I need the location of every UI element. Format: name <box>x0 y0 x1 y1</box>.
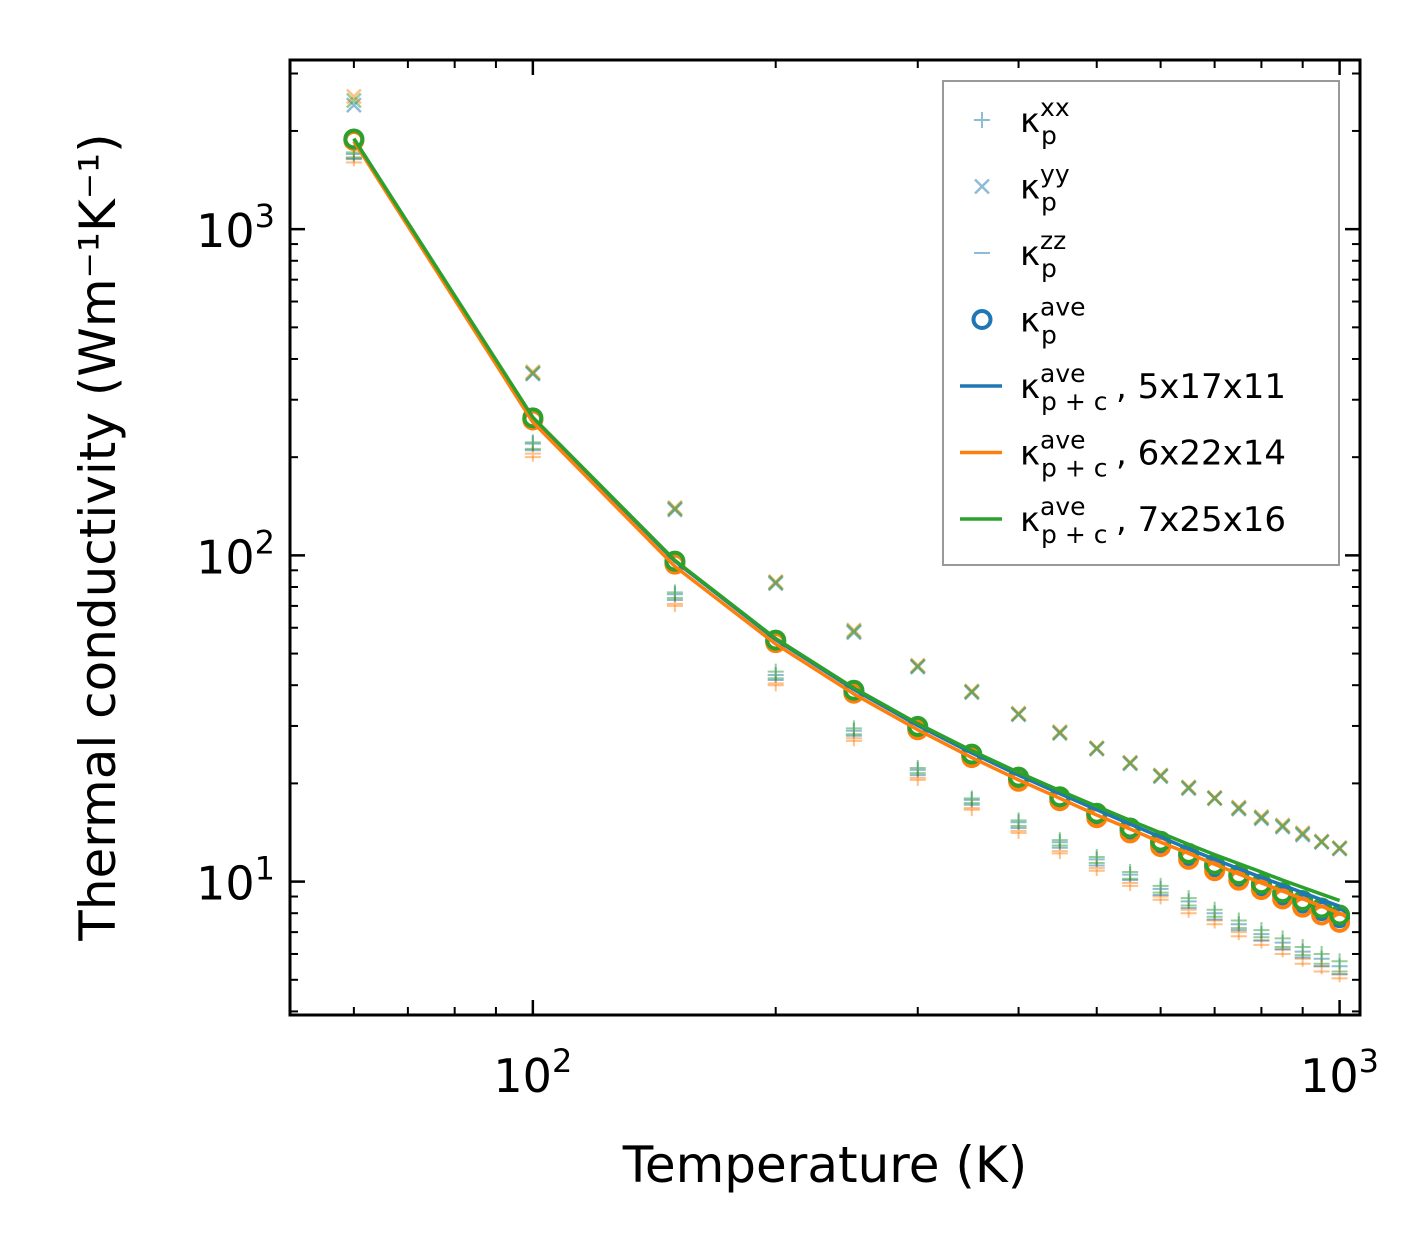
data-point-x <box>1051 724 1068 741</box>
plot-area <box>343 88 1351 983</box>
legend-label: κave p + c, 7x25x16 <box>1020 492 1286 549</box>
data-point-circle <box>1228 864 1250 886</box>
legend-entry-kxx: κxx p <box>974 93 1070 150</box>
series-kpc-6x22x14 <box>352 140 1341 915</box>
data-point-x <box>345 92 362 109</box>
data-point-plus <box>1294 939 1311 956</box>
data-point-x <box>1180 779 1197 796</box>
data-point-circle <box>765 629 787 651</box>
legend-marker-swatch <box>971 309 993 330</box>
legend-entry-kzz: κzz p <box>974 226 1066 283</box>
data-point-plus <box>1230 912 1247 929</box>
data-point-x <box>1010 706 1027 723</box>
data-point-circle <box>1329 904 1351 926</box>
data-point-x <box>963 683 980 700</box>
legend-entry-kave: κave p <box>971 293 1086 350</box>
data-point-x <box>345 88 362 105</box>
data-point-plus <box>1152 877 1169 894</box>
x-axis-label: Temperature (K) <box>622 1136 1027 1194</box>
data-point-plus <box>1274 930 1291 947</box>
data-point-x <box>1274 818 1291 834</box>
data-point-circle <box>522 407 544 429</box>
legend-label: κyy p <box>1020 160 1070 217</box>
data-point-x <box>1206 790 1223 807</box>
major-ticks: 102 103 101 102 103 <box>196 60 1379 1103</box>
data-point-circle <box>1329 911 1351 933</box>
legend-marker-swatch <box>974 112 990 128</box>
data-point-plus <box>767 663 784 680</box>
data-point-x <box>845 623 862 640</box>
data-point-x <box>767 574 784 591</box>
y-axis-label: Thermal conductivity (Wm⁻¹K⁻¹) <box>69 133 127 941</box>
series-kpc-7x25x16 <box>352 137 1341 903</box>
legend-label: κave p + c, 6x22x14 <box>1020 426 1286 483</box>
data-point-x <box>524 365 541 381</box>
data-point-plus <box>1206 901 1223 918</box>
data-point-plus <box>524 434 541 451</box>
data-point-x <box>909 658 926 675</box>
legend-entry-kpc-5x17x11: κave p + c, 5x17x11 <box>960 359 1286 416</box>
data-point-x <box>1088 740 1105 757</box>
data-point-plus <box>1180 890 1197 907</box>
data-point-circle <box>1250 873 1272 895</box>
series-line-kpc-7x25x16 <box>352 137 1341 903</box>
legend-label: κave p <box>1020 293 1086 350</box>
legend-box <box>942 80 1340 566</box>
y-tick-label: 102 <box>196 523 275 584</box>
x-tick-label: 103 <box>1300 1042 1379 1103</box>
data-marks <box>343 88 1351 983</box>
series-kxx-c <box>345 144 1348 970</box>
data-point-x <box>1230 800 1247 816</box>
legend-entry-kpc-7x25x16: κave p + c, 7x25x16 <box>960 492 1286 549</box>
data-point-circle <box>664 550 686 572</box>
series-kzz <box>345 158 1348 976</box>
data-point-x <box>1331 840 1348 857</box>
legend-label: κzz p <box>1020 226 1066 283</box>
series-kyy-c <box>345 92 1348 857</box>
legend-marker-swatch <box>974 178 990 195</box>
data-point-circle <box>343 128 365 150</box>
legend: κxx p κyy p κzz p κave p κave p + c, 5x17x11 κave p… <box>942 80 1340 566</box>
legend-entry-kyy: κyy p <box>974 160 1070 217</box>
data-point-circle <box>1204 860 1226 882</box>
series-kzz-b <box>345 161 1348 980</box>
data-point-x <box>1122 755 1139 771</box>
legend-label: κxx p <box>1020 93 1070 150</box>
series-line-kpc-6x22x14 <box>352 140 1341 915</box>
data-point-x <box>1294 826 1311 842</box>
x-tick-label: 102 <box>493 1042 572 1103</box>
data-point-x <box>1313 833 1330 850</box>
data-point-x <box>1253 809 1270 826</box>
data-point-plus <box>1122 864 1139 881</box>
series-kzz-c <box>345 156 1348 973</box>
legend-label: κave p + c, 5x17x11 <box>1020 359 1286 416</box>
data-point-x <box>1152 767 1169 784</box>
y-tick-label: 103 <box>196 197 275 258</box>
data-point-plus <box>1253 922 1270 939</box>
axes-frame <box>288 58 1362 1017</box>
y-tick-label: 101 <box>196 850 275 911</box>
data-point-plus <box>1313 945 1330 962</box>
legend-entry-kpc-6x22x14: κave p + c, 6x22x14 <box>960 426 1286 483</box>
data-point-x <box>667 500 683 517</box>
data-point-plus <box>1331 953 1348 970</box>
